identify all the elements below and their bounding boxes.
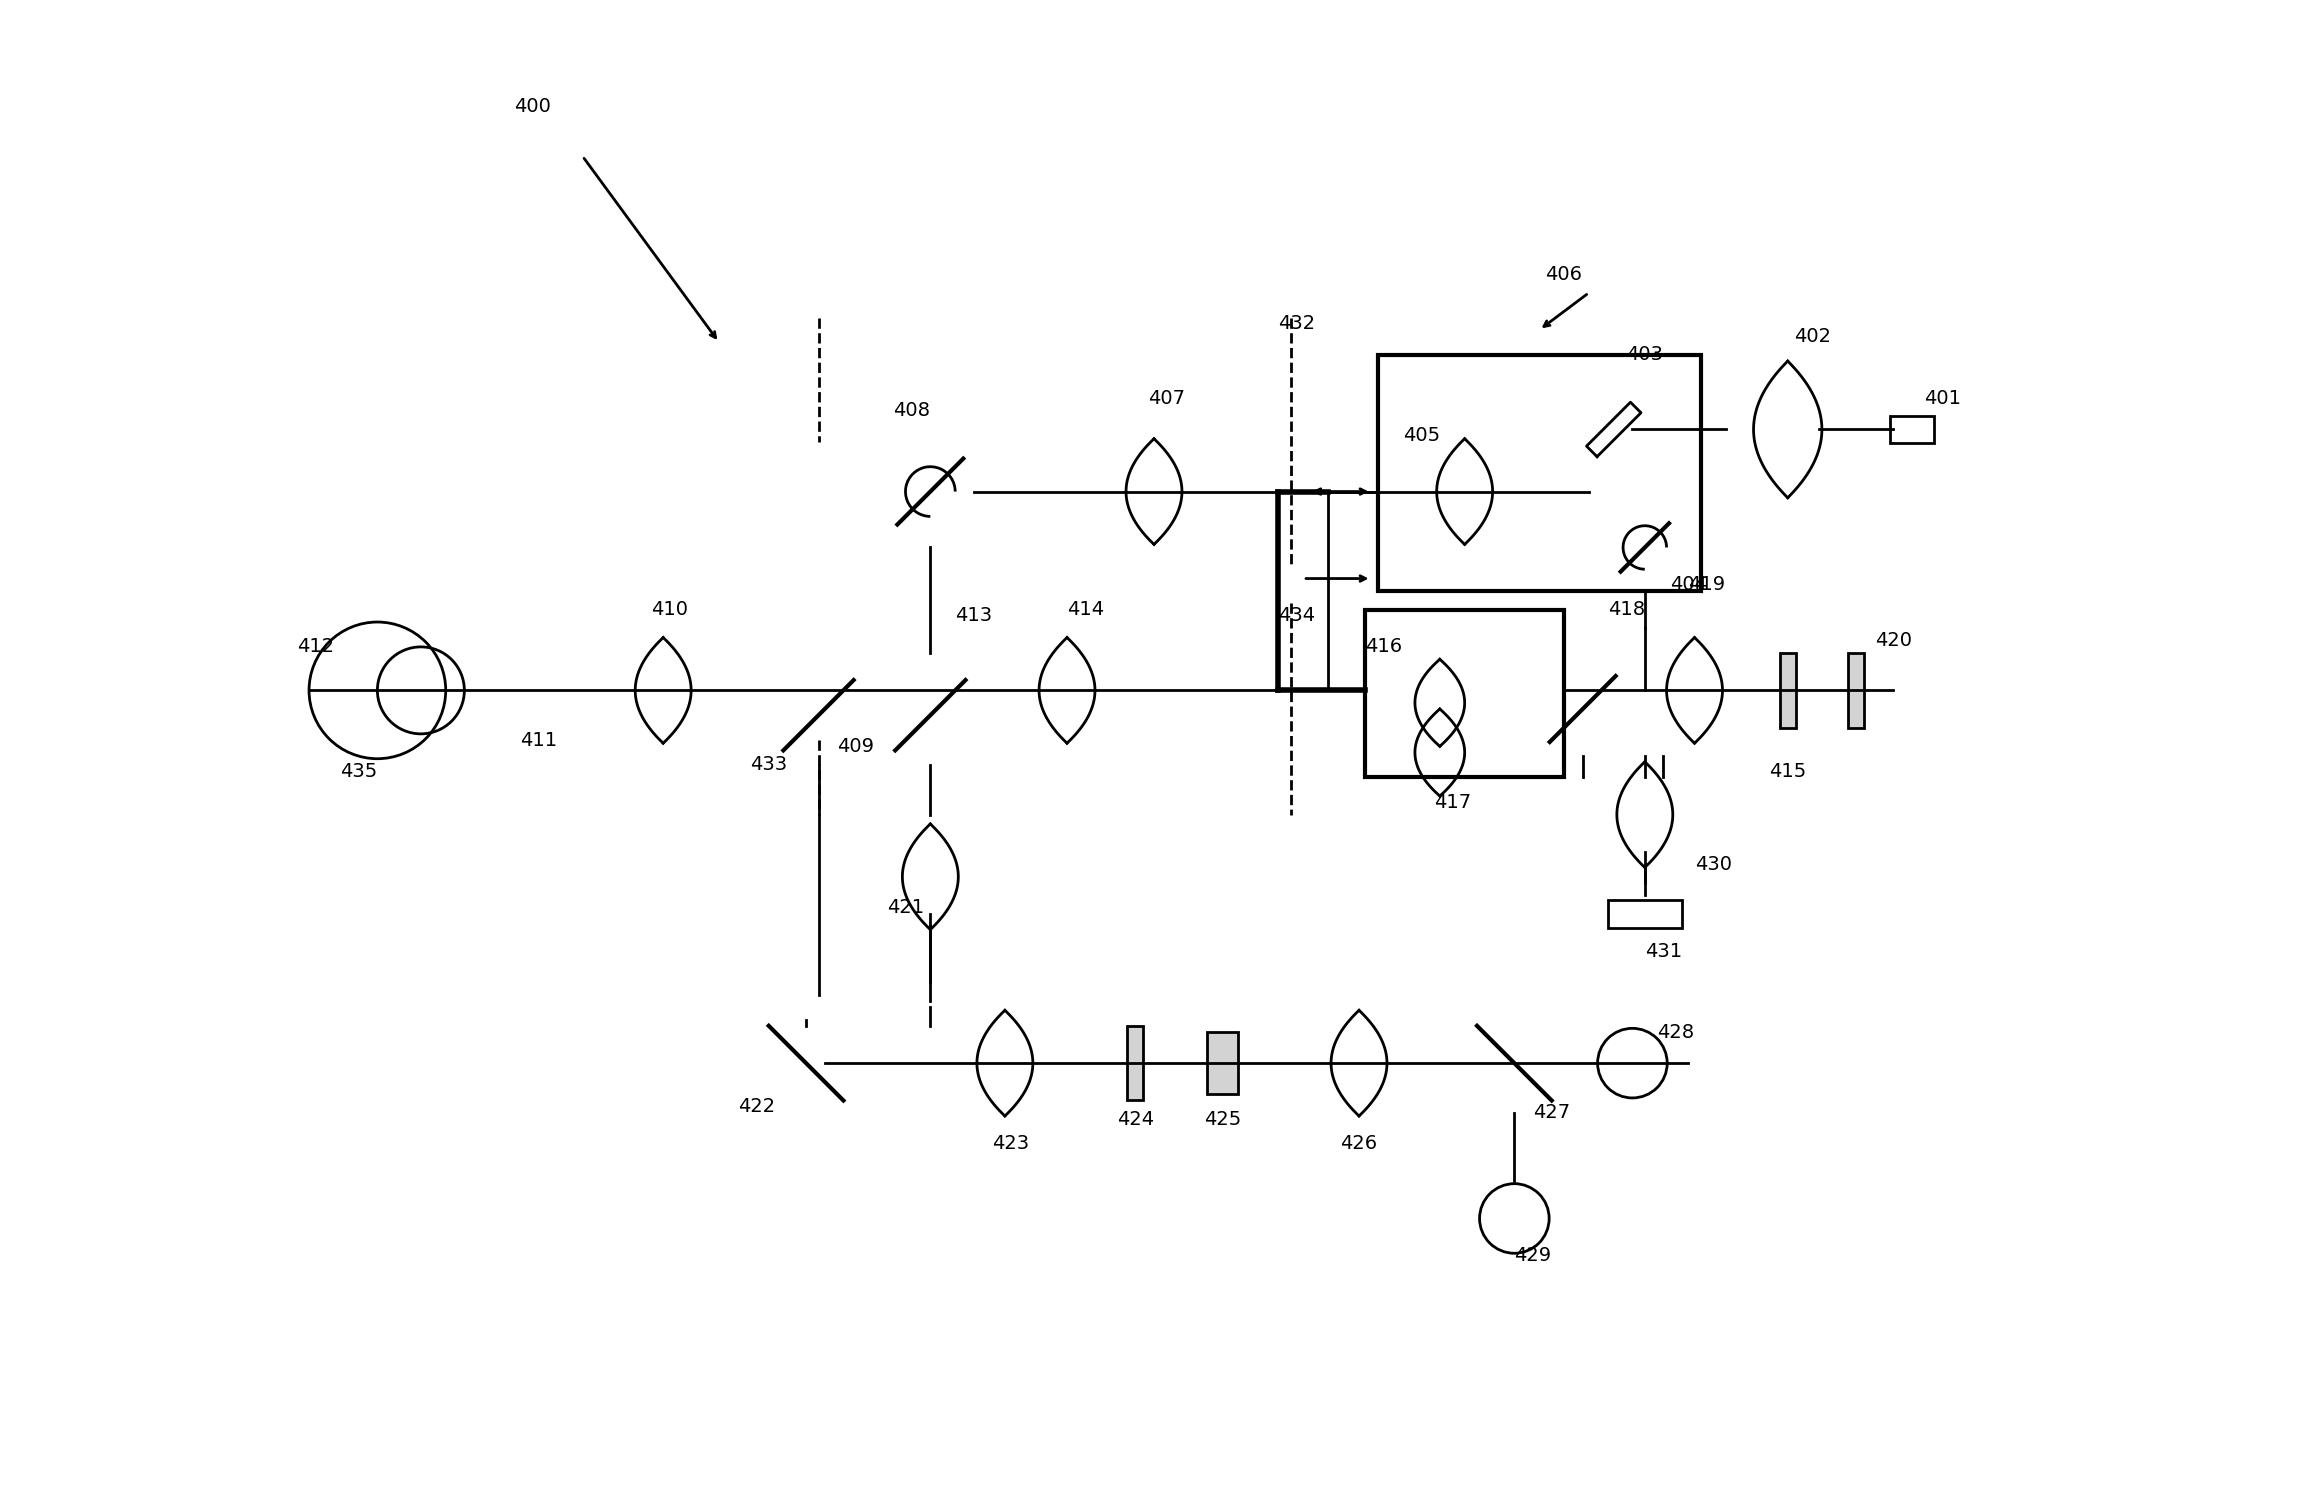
Text: 433: 433 — [750, 756, 787, 775]
Text: 416: 416 — [1366, 638, 1403, 656]
Bar — [1890, 415, 1934, 442]
Text: 409: 409 — [838, 737, 875, 756]
Text: 411: 411 — [519, 730, 559, 749]
Text: 417: 417 — [1433, 793, 1470, 811]
Text: 413: 413 — [956, 607, 992, 625]
Text: 429: 429 — [1514, 1246, 1551, 1266]
Bar — [1378, 355, 1701, 591]
Bar — [1779, 653, 1796, 727]
Bar — [1849, 653, 1865, 727]
Text: 415: 415 — [1770, 762, 1807, 781]
Text: 418: 418 — [1609, 600, 1646, 619]
Bar — [1126, 1026, 1142, 1100]
Text: 435: 435 — [339, 762, 379, 781]
Text: 407: 407 — [1147, 388, 1184, 408]
Bar — [1207, 1032, 1237, 1094]
Text: 426: 426 — [1341, 1135, 1378, 1153]
Text: 430: 430 — [1694, 855, 1731, 874]
Text: 428: 428 — [1657, 1022, 1694, 1041]
Text: 403: 403 — [1627, 345, 1664, 364]
Bar — [1609, 900, 1683, 927]
Text: 427: 427 — [1533, 1103, 1569, 1123]
Text: 421: 421 — [886, 898, 923, 918]
Text: 422: 422 — [739, 1097, 775, 1117]
Text: 434: 434 — [1279, 607, 1316, 625]
Text: 423: 423 — [992, 1135, 1029, 1153]
Text: 425: 425 — [1205, 1109, 1242, 1129]
Text: 401: 401 — [1925, 388, 1962, 408]
Text: 410: 410 — [651, 600, 688, 619]
Text: 404: 404 — [1669, 575, 1708, 594]
Text: 412: 412 — [298, 638, 335, 656]
Bar — [1366, 610, 1565, 778]
Text: 408: 408 — [893, 402, 930, 420]
Text: 406: 406 — [1546, 265, 1583, 283]
Text: 419: 419 — [1689, 575, 1726, 594]
Text: 414: 414 — [1066, 600, 1103, 619]
Text: 402: 402 — [1793, 327, 1830, 346]
Text: 424: 424 — [1117, 1109, 1154, 1129]
Text: 420: 420 — [1874, 631, 1911, 650]
Text: 405: 405 — [1403, 426, 1440, 445]
Text: 432: 432 — [1279, 315, 1316, 333]
Text: 431: 431 — [1646, 942, 1683, 960]
Text: 400: 400 — [515, 96, 552, 116]
